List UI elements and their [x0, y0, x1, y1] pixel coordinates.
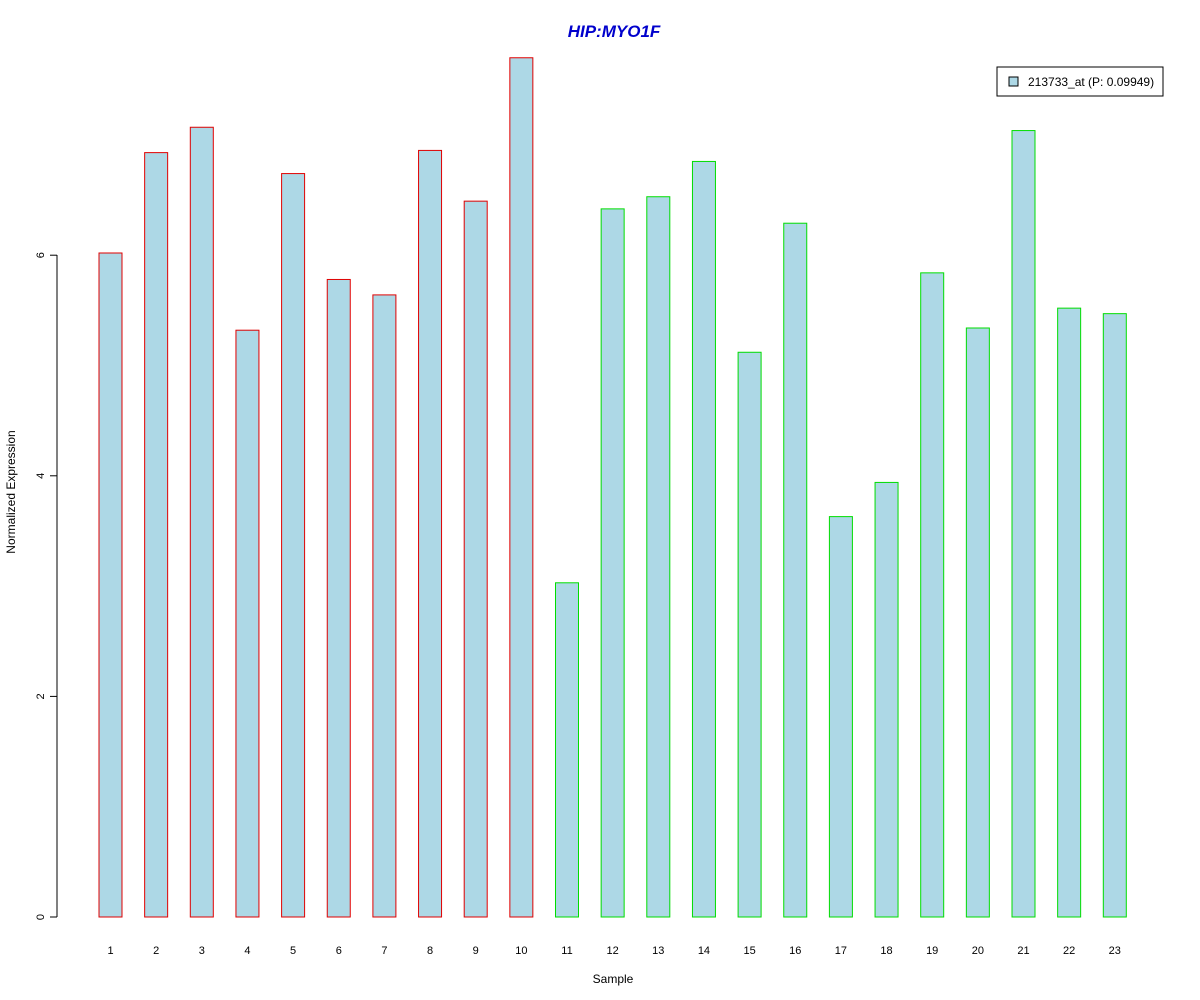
bar-sample-6: [326, 278, 351, 918]
x-tick-label: 2: [153, 945, 159, 957]
x-tick-label: 9: [473, 945, 479, 957]
bar-sample-9: [463, 200, 488, 918]
legend-swatch: [1008, 76, 1019, 87]
bar-sample-14: [691, 160, 716, 918]
bar-sample-10: [509, 57, 534, 918]
bar-sample-3: [189, 126, 214, 918]
bar-sample-5: [281, 173, 306, 918]
y-axis-label: Normalized Expression: [4, 430, 18, 553]
x-tick-label: 19: [926, 945, 938, 957]
x-tick-label: 3: [199, 945, 205, 957]
x-tick-label: 10: [515, 945, 527, 957]
x-tick-label: 16: [789, 945, 801, 957]
x-tick-label: 14: [698, 945, 710, 957]
bar-sample-8: [418, 149, 443, 918]
bar-sample-12: [600, 208, 625, 918]
legend-box: [996, 66, 1164, 97]
x-tick-label: 13: [652, 945, 664, 957]
y-tick-label: 4: [35, 473, 47, 479]
bar-sample-20: [965, 327, 990, 918]
bar-sample-7: [372, 294, 397, 918]
chart-title: HIP:MYO1F: [568, 22, 661, 41]
x-tick-label: 5: [290, 945, 296, 957]
x-tick-label: 15: [743, 945, 755, 957]
bar-sample-17: [828, 516, 853, 918]
bar-sample-2: [144, 152, 169, 918]
x-tick-label: 22: [1063, 945, 1075, 957]
bar-sample-15: [737, 351, 762, 918]
bar-sample-13: [646, 196, 671, 918]
x-axis-label: Sample: [593, 972, 634, 986]
y-tick-label: 0: [35, 914, 47, 920]
x-tick-label: 6: [336, 945, 342, 957]
x-tick-label: 20: [972, 945, 984, 957]
bar-sample-22: [1057, 307, 1082, 918]
x-tick-label: 8: [427, 945, 433, 957]
bar-sample-19: [920, 272, 945, 918]
y-tick-label: 2: [35, 693, 47, 699]
x-tick-labels: 1 2 3 4 5 6 7 8 9 10 11 12 13 14 15 16 17 18 19 20 21 22 23: [107, 945, 1120, 957]
x-tick-label: 11: [561, 945, 572, 957]
legend: 213733_at (P: 0.09949): [996, 66, 1164, 97]
x-tick-label: 18: [880, 945, 892, 957]
x-tick-label: 23: [1109, 945, 1121, 957]
y-ticks: 0 2 4 6: [35, 252, 57, 920]
bar-sample-18: [874, 481, 899, 918]
bar-sample-1: [98, 252, 123, 918]
bar-sample-21: [1011, 130, 1036, 918]
x-tick-label: 1: [107, 945, 113, 957]
x-tick-label: 12: [607, 945, 619, 957]
y-tick-label: 6: [35, 252, 47, 258]
bar-sample-4: [235, 329, 260, 918]
bar-sample-11: [555, 582, 579, 918]
x-tick-label: 7: [381, 945, 387, 957]
legend-label: 213733_at (P: 0.09949): [1028, 75, 1154, 89]
x-tick-label: 17: [835, 945, 847, 957]
bar-sample-23: [1102, 313, 1127, 918]
x-tick-label: 21: [1017, 945, 1029, 957]
bar-sample-16: [783, 222, 808, 918]
bars: [98, 57, 1127, 918]
y-axis: 0 2 4 6: [35, 252, 58, 920]
x-tick-label: 4: [244, 945, 250, 957]
